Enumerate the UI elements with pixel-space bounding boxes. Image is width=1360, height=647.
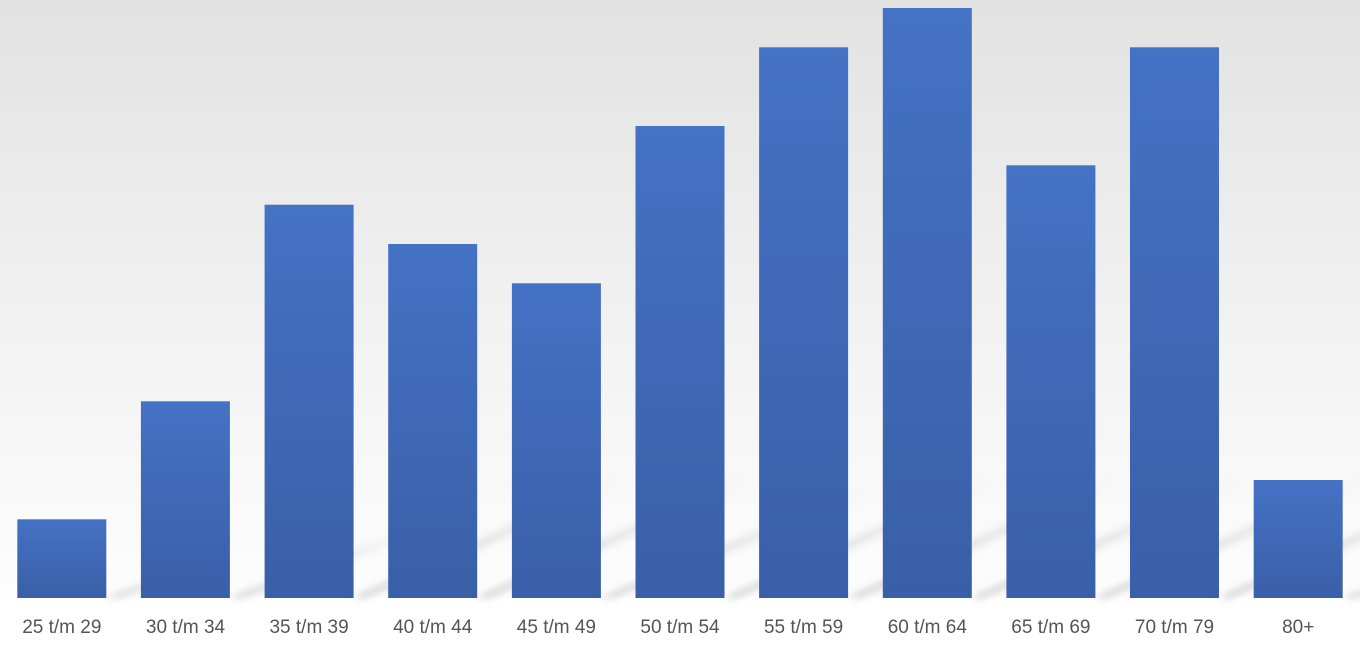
x-tick-label: 55 t/m 59 [764,617,843,638]
x-tick-labels: 25 t/m 29 30 t/m 34 35 t/m 39 40 t/m 44 45 t… [22,617,1314,638]
x-tick-label: 40 t/m 44 [393,617,473,638]
x-tick-label: 70 t/m 79 [1135,617,1214,638]
x-tick-label: 45 t/m 49 [517,617,596,638]
bar [882,8,972,598]
bars [17,8,1343,599]
bar [1006,165,1096,599]
chart-bottom-fade [0,598,1360,642]
bar [635,126,725,598]
x-tick-label: 60 t/m 64 [888,617,968,638]
x-tick-label: 65 t/m 69 [1011,617,1090,638]
x-tick-label: 25 t/m 29 [22,617,101,638]
bar-shadow [1342,591,1360,598]
x-tick-label: 50 t/m 54 [640,617,720,638]
bar [17,519,107,598]
bar [511,283,601,598]
bar [140,401,230,598]
x-tick-label: 80+ [1282,617,1314,638]
x-tick-label: 35 t/m 39 [269,617,348,638]
bar [388,244,478,598]
bar [759,47,849,599]
bar [1253,480,1343,598]
bar [1130,47,1219,599]
x-tick-label: 30 t/m 34 [146,617,226,638]
bar [264,204,354,598]
